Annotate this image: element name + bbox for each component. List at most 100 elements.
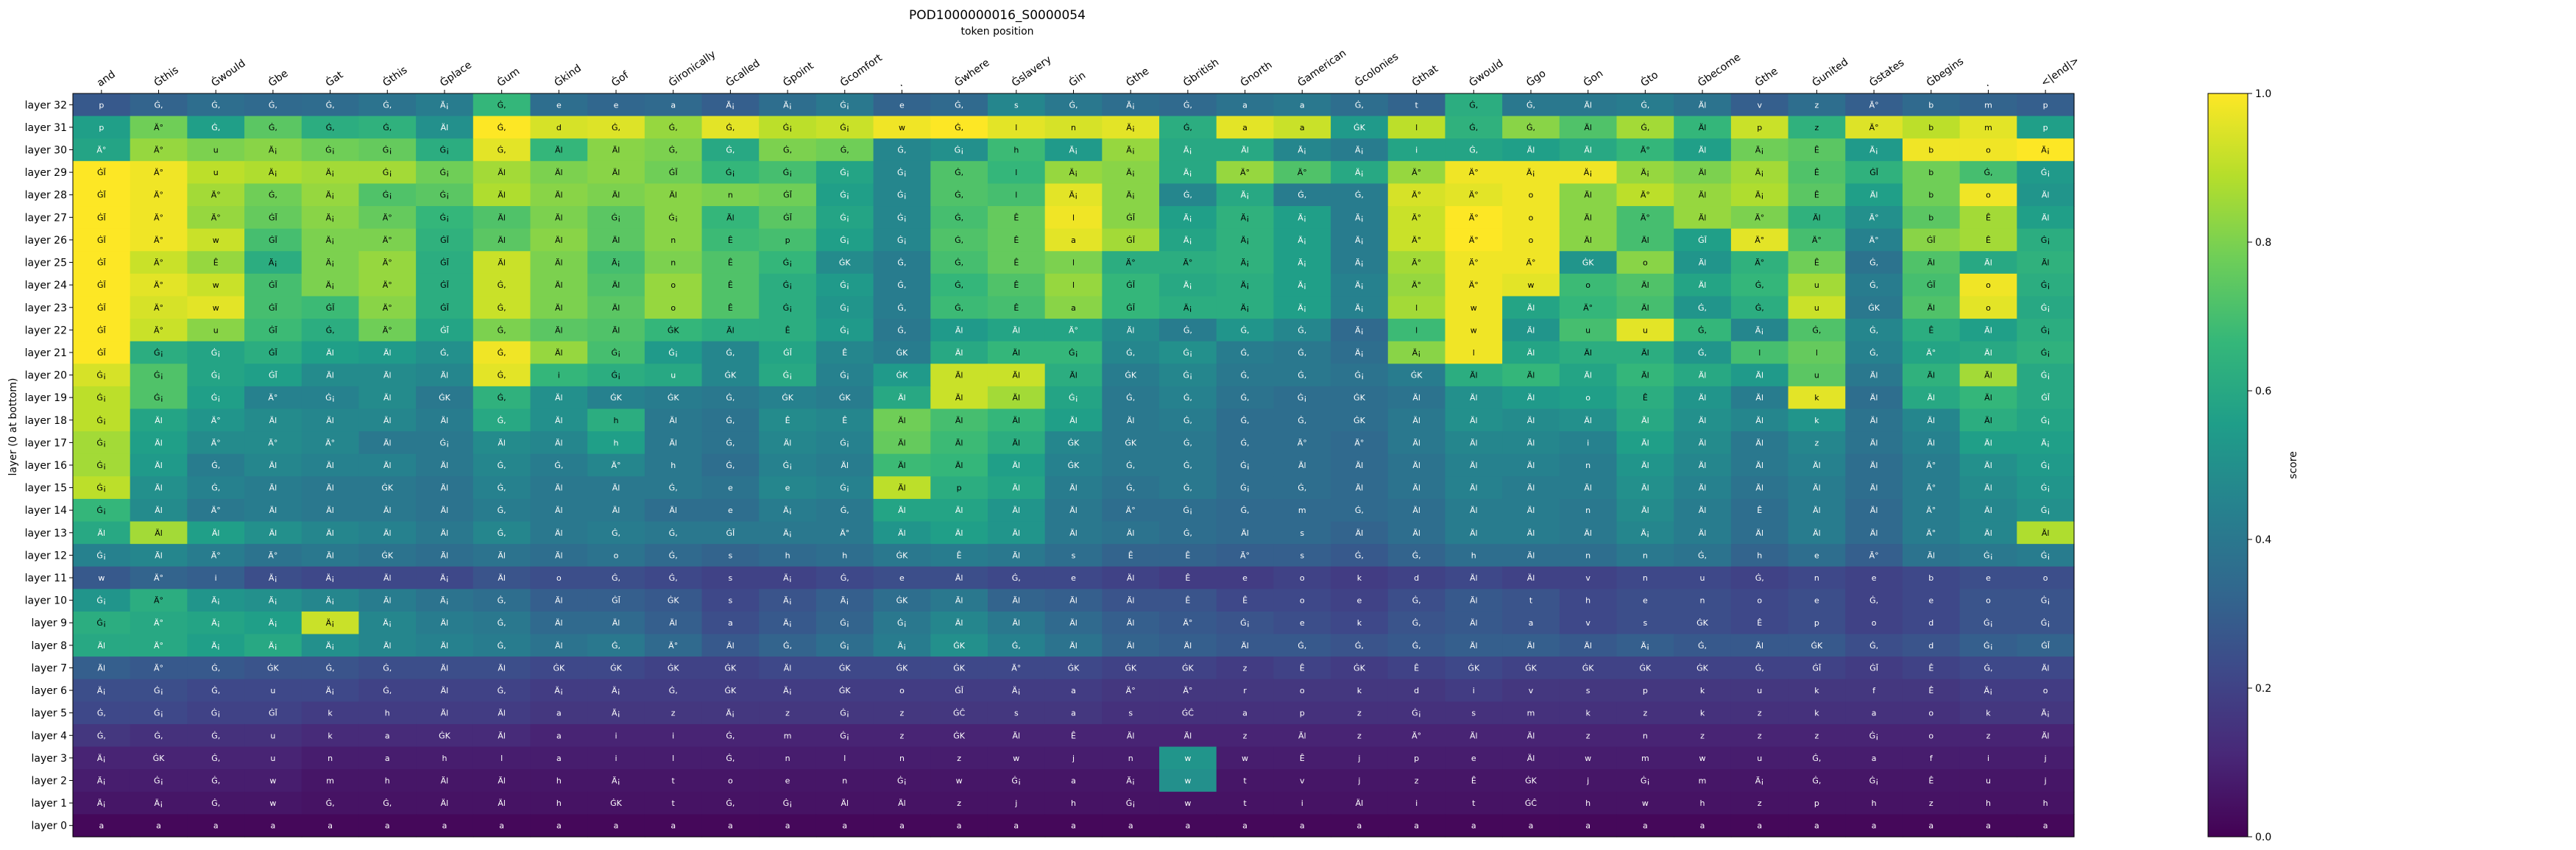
heatmap-cell	[1159, 453, 1217, 477]
heatmap-cell	[473, 408, 531, 432]
heatmap-cell	[1730, 319, 1789, 342]
cell-label: Ġ,	[1126, 348, 1135, 358]
cell-label: ĠK	[839, 686, 852, 695]
heatmap-cell	[1445, 206, 1503, 230]
cell-label: Ġ¡	[783, 461, 793, 470]
heatmap-cell	[358, 228, 417, 252]
heatmap-cell	[1273, 453, 1331, 477]
heatmap-cell	[1331, 206, 1389, 230]
heatmap-cell	[1730, 791, 1789, 815]
cell-label: o	[1529, 235, 1534, 245]
cell-label: Ġ¡	[96, 550, 106, 560]
cell-label: Ġ,	[726, 146, 735, 155]
heatmap-cell	[1730, 814, 1789, 837]
heatmap-cell	[1616, 701, 1674, 725]
cell-label: Äl	[955, 393, 963, 403]
heatmap-cell	[1902, 138, 1961, 162]
cell-label: i	[558, 371, 560, 380]
heatmap-cell	[1331, 228, 1389, 252]
cell-label: Äl	[1699, 393, 1707, 403]
heatmap-cell	[1845, 431, 1903, 455]
cell-label: Äl	[555, 303, 563, 313]
cell-label: Ä°	[611, 461, 620, 470]
cell-label: Ä¡	[1755, 776, 1764, 785]
x-tick-label: <|end|>	[2039, 54, 2081, 89]
heatmap-cell	[930, 679, 988, 702]
heatmap-cell	[358, 183, 417, 207]
heatmap-cell	[644, 386, 703, 410]
cell-label: a	[1071, 709, 1076, 718]
heatmap-cell	[1502, 611, 1560, 635]
heatmap-cell	[416, 160, 474, 185]
cell-label: Ġ,	[1241, 506, 1250, 515]
heatmap-cell	[1616, 160, 1674, 185]
heatmap-cell	[1559, 341, 1618, 364]
cell-label: Ġ,	[1412, 596, 1421, 606]
y-tick-label: layer 31	[25, 122, 67, 134]
cell-label: Ġ,	[726, 348, 735, 358]
heatmap-cell	[73, 544, 131, 567]
heatmap-cell	[73, 431, 131, 455]
heatmap-cell	[1273, 679, 1331, 702]
heatmap-cell	[1445, 273, 1503, 297]
heatmap-cell	[1788, 431, 1846, 455]
heatmap-cell	[1788, 341, 1846, 364]
cell-label: Äl	[898, 461, 906, 470]
heatmap-cell	[1845, 791, 1903, 815]
cell-label: Äl	[498, 550, 506, 560]
cell-label: Ġ¡	[2041, 325, 2050, 335]
cell-label: e	[1872, 573, 1877, 583]
heatmap-cell	[1730, 364, 1789, 387]
heatmap-cell	[1959, 386, 2017, 410]
heatmap-cell	[416, 251, 474, 275]
heatmap-cell	[701, 183, 760, 207]
heatmap-cell	[1902, 296, 1961, 319]
heatmap-cell	[930, 589, 988, 612]
cell-label: ĠĪ	[1126, 213, 1136, 222]
heatmap-cell	[1273, 634, 1331, 657]
heatmap-cell	[1273, 408, 1331, 432]
heatmap-cell	[701, 656, 760, 680]
heatmap-cell	[1159, 746, 1217, 770]
cell-label: a	[1128, 821, 1133, 831]
heatmap-cell	[1159, 93, 1217, 117]
cell-label: Äl	[1641, 484, 1649, 493]
heatmap-cell	[1445, 138, 1503, 162]
cell-label: Ê	[728, 303, 733, 313]
heatmap-cell	[416, 589, 474, 612]
cell-label: Ġ,	[1183, 393, 1192, 403]
cell-label: o	[2043, 686, 2048, 695]
heatmap-cell	[644, 251, 703, 275]
cell-label: Äl	[1927, 371, 1935, 380]
cell-label: Äl	[383, 641, 392, 651]
cell-label: Ġ¡	[1011, 776, 1021, 785]
cell-label: Ä°	[1183, 686, 1192, 695]
heatmap-cell	[1616, 634, 1674, 657]
cell-label: Äl	[383, 528, 392, 538]
cell-label: Ê	[1757, 618, 1762, 628]
heatmap-cell	[587, 791, 645, 815]
heatmap-cell	[701, 769, 760, 793]
cell-label: Ġ,	[498, 348, 506, 358]
heatmap-cell	[416, 228, 474, 252]
cell-label: a	[1071, 303, 1076, 313]
heatmap-cell	[416, 453, 474, 477]
cell-label: ĠĪ	[1927, 235, 1936, 245]
cell-label: z	[1357, 709, 1362, 718]
heatmap-cell	[987, 498, 1046, 523]
cell-label: Äl	[155, 528, 163, 538]
cell-label: Äl	[898, 528, 906, 538]
heatmap-cell	[1788, 116, 1846, 139]
heatmap-cell	[701, 521, 760, 545]
heatmap-cell	[1902, 746, 1961, 770]
heatmap-cell	[1044, 319, 1103, 342]
heatmap-cell	[759, 206, 817, 230]
cell-label: Äl	[269, 506, 277, 515]
heatmap-cell	[1445, 589, 1503, 612]
heatmap-cell	[1674, 138, 1732, 162]
cell-label: Ä¡	[1755, 168, 1764, 177]
cell-label: Äl	[612, 146, 620, 155]
heatmap-cell	[358, 206, 417, 230]
cell-label: e	[1242, 573, 1248, 583]
heatmap-cell	[644, 769, 703, 793]
